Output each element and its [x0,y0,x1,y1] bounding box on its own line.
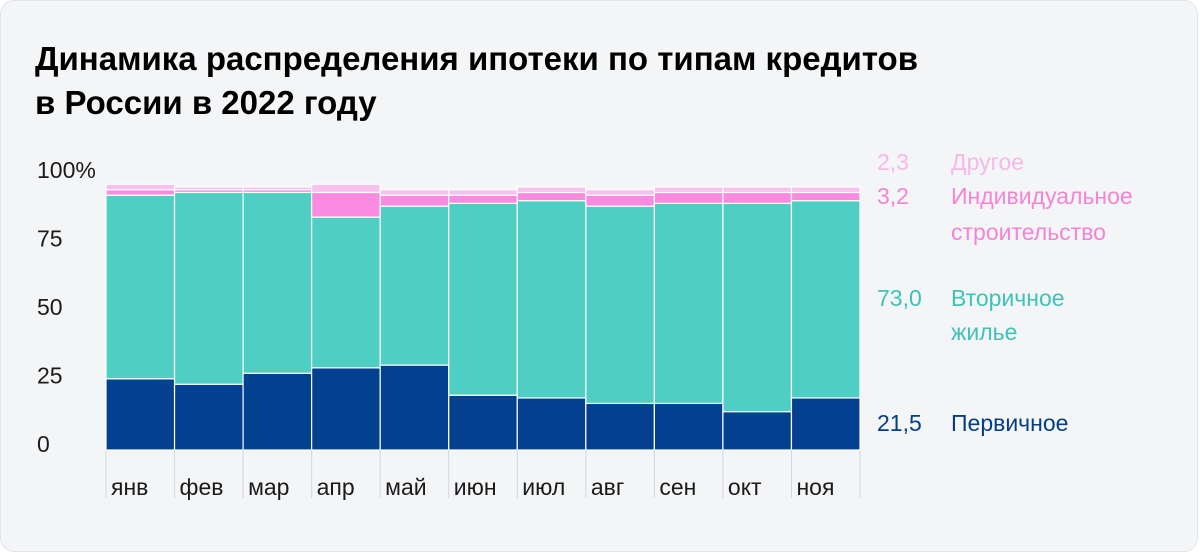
chart-title: Динамика распределения ипотеки по типам … [35,37,918,125]
bar-segment-individual-6 [448,194,518,204]
bar-segment-secondary-3 [242,191,313,374]
legend-label-individual: Индивидуальное [951,183,1133,209]
x-tick-label: окт [728,474,762,500]
bar-segment-secondary-1 [105,194,176,380]
x-tick-label: июл [522,474,565,500]
bar-segment-secondary-7 [516,200,587,399]
bar-segment-individual-11 [790,191,861,202]
bar-segment-other-10 [722,186,793,194]
x-tick-label: мар [248,474,289,500]
bar-segment-secondary-10 [722,202,793,413]
x-tick-label: ноя [796,474,834,500]
legend-label-individual: строительство [951,219,1106,245]
bar-segment-individual-1 [105,189,176,196]
bar-segment-secondary-8 [585,205,655,405]
bar-segment-other-4 [311,183,381,194]
bar-segment-other-2 [173,186,244,191]
x-tick-label: май [385,474,426,500]
x-tick-label: авг [591,474,624,500]
bar-segment-secondary-11 [790,200,861,399]
bar-segment-primary-3 [242,372,313,451]
bar-segment-other-9 [653,186,724,194]
bar-segment-secondary-4 [311,216,381,369]
y-tick-label: 25 [37,363,63,389]
bar-segment-individual-7 [516,191,587,202]
bar-segment-other-8 [585,189,655,196]
bar-segment-other-7 [516,186,587,194]
legend-value-other: 2,3 [877,149,909,175]
bar-segment-individual-9 [653,191,724,205]
bar-segment-individual-5 [379,194,450,207]
legend-label-secondary: Вторичное [951,285,1065,311]
chart-title-line-1: Динамика распределения ипотеки по типам … [35,40,918,77]
bar-segment-other-6 [448,189,518,196]
bar-segment-primary-10 [722,411,793,451]
legend-value-secondary: 73,0 [877,285,922,311]
bar-segment-individual-4 [311,191,381,218]
bar-segment-secondary-6 [448,202,518,396]
bar-segment-secondary-2 [173,191,244,385]
bar-segment-primary-8 [585,402,655,451]
legend-label-other: Другое [951,149,1024,175]
y-tick-label: 0 [37,431,50,457]
bar-segment-other-11 [790,186,861,194]
bar-segment-primary-1 [105,378,176,451]
bar-segment-other-3 [242,186,313,191]
x-tick-label: фев [180,474,224,500]
bar-segment-primary-7 [516,397,587,451]
legend-label-primary: Первичное [951,410,1068,436]
x-tick-label: сен [659,474,696,500]
x-tick-label: апр [317,474,355,500]
y-tick-label: 75 [37,226,63,252]
bar-segment-other-5 [379,189,450,196]
bar-segment-primary-6 [448,394,518,451]
legend-value-primary: 21,5 [877,410,922,436]
x-tick-label: янв [111,474,148,500]
bar-segment-other-1 [105,183,176,191]
bar-segment-secondary-5 [379,205,450,366]
bar-segment-primary-2 [173,383,244,451]
y-tick-label: 50 [37,294,63,320]
bar-segment-primary-11 [790,397,861,451]
legend-label-secondary: жилье [951,319,1017,345]
x-tick-label: июн [454,474,497,500]
y-tick-label: 100% [37,157,96,183]
bar-segment-primary-9 [653,402,724,451]
bar-segment-individual-8 [585,194,655,207]
chart-title-line-2: в России в 2022 году [35,84,377,121]
bar-segment-primary-4 [311,367,381,451]
legend-value-individual: 3,2 [877,183,909,209]
bar-segment-secondary-9 [653,202,724,405]
bar-segment-individual-10 [722,191,793,205]
bar-segment-primary-5 [379,364,450,451]
